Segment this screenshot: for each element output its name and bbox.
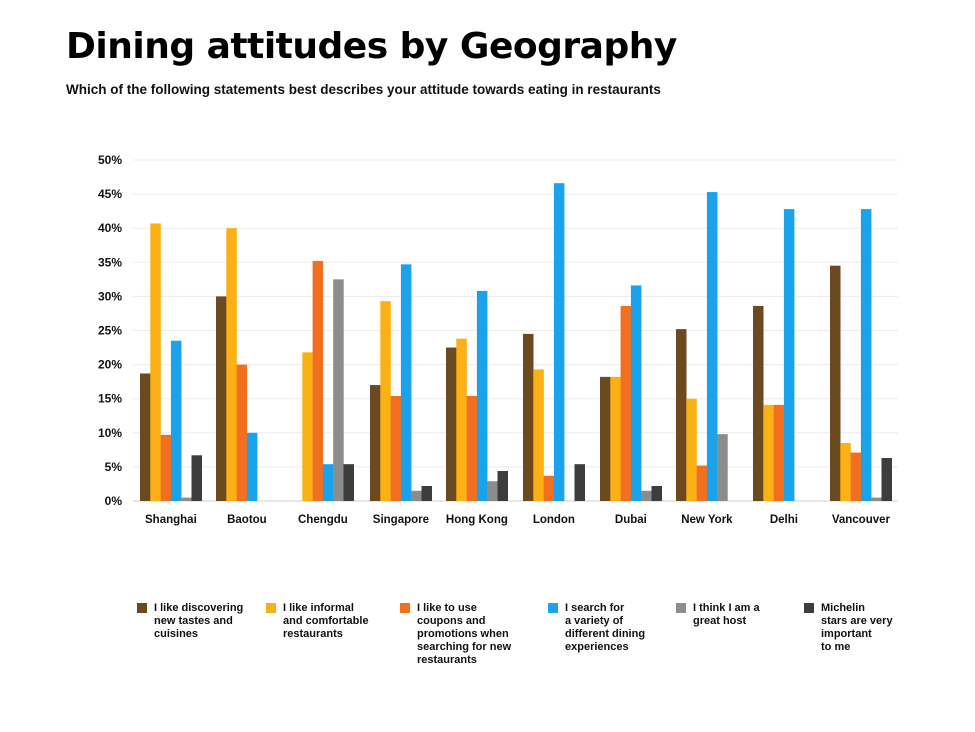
bar-hong-kong-s6 [497,470,508,501]
x-tick-label: Shanghai [145,514,197,526]
legend-swatch [676,603,686,613]
bar-vancouver-s2 [840,443,851,501]
bar-new-york-s3 [696,465,708,501]
x-tick-label: London [533,514,575,526]
y-tick-label: 15% [98,392,122,406]
y-tick-label: 50% [98,153,122,167]
legend-label: I search for a variety of different dini… [565,602,646,653]
bar-dubai-s1 [600,376,611,501]
bar-singapore-s2 [380,301,391,501]
bar-shanghai-s4 [170,340,182,501]
bar-hong-kong-s1 [446,347,457,501]
bar-chengdu-s4 [322,464,334,501]
bar-delhi-s2 [763,404,774,501]
y-tick-label: 40% [98,221,122,235]
bar-hong-kong-s2 [456,338,467,501]
y-tick-label: 20% [98,358,122,372]
chart-title: Dining attitudes by Geography [66,26,677,67]
bar-new-york-s2 [686,398,697,501]
bar-dubai-s6 [651,485,662,501]
bar-baotou-s3 [236,364,248,501]
bar-dubai-s3 [620,305,632,501]
y-tick-label: 35% [98,255,122,269]
bar-dubai-s5 [641,490,652,501]
chart-legend: I like discovering new tastes and cuisin… [0,602,975,682]
bar-shanghai-s3 [160,434,172,501]
bar-chengdu-s2 [302,352,313,501]
bar-baotou-s4 [246,432,258,501]
x-tick-label: Baotou [227,514,267,526]
y-tick-label: 45% [98,187,122,201]
bar-delhi-s1 [753,305,764,501]
x-tick-label: Delhi [770,514,798,526]
x-tick-label: Dubai [615,514,647,526]
bar-delhi-s3 [773,404,785,501]
legend-item: Michelin stars are very important to me [804,602,893,654]
chart-subtitle: Which of the following statements best d… [66,82,661,97]
legend-label: I like informal and comfortable restaura… [283,602,369,640]
legend-swatch [137,603,147,613]
bar-shanghai-s2 [150,223,161,501]
y-tick-label: 5% [105,460,123,474]
y-tick-label: 10% [98,426,122,440]
bar-dubai-s2 [610,376,621,501]
bar-singapore-s1 [370,385,381,501]
bar-chengdu-s3 [312,260,324,501]
legend-swatch [266,603,276,613]
bar-new-york-s1 [676,329,687,501]
bar-hong-kong-s4 [476,290,488,501]
legend-item: I like to use coupons and promotions whe… [400,602,511,667]
legend-label: I think I am a great host [693,602,760,627]
bar-shanghai-s5 [181,497,192,501]
bar-new-york-s5 [717,434,728,501]
legend-label: Michelin stars are very important to me [821,602,893,653]
x-tick-label: Singapore [373,514,429,526]
bar-vancouver-s6 [881,458,892,501]
bar-new-york-s4 [706,192,718,501]
bar-chengdu-s5 [333,279,344,501]
x-tick-label: Vancouver [832,514,891,526]
bar-dubai-s4 [630,285,642,501]
x-tick-label: Hong Kong [446,514,508,526]
bar-singapore-s4 [400,264,412,501]
y-tick-label: 0% [105,494,123,508]
bar-london-s6 [574,464,585,501]
legend-item: I like discovering new tastes and cuisin… [137,602,243,641]
bar-baotou-s1 [216,296,227,501]
bar-singapore-s5 [411,490,422,501]
bar-chengdu-s6 [343,464,354,501]
legend-item: I like informal and comfortable restaura… [266,602,369,641]
legend-item: I think I am a great host [676,602,760,628]
bar-baotou-s2 [226,228,237,501]
legend-label: I like discovering new tastes and cuisin… [154,602,244,640]
bar-london-s1 [523,333,534,501]
legend-swatch [400,603,410,613]
bar-london-s2 [533,369,544,501]
bar-hong-kong-s5 [487,481,498,501]
x-tick-label: Chengdu [298,514,348,526]
bar-chart: 0% 5% 10% 15% 20% 25% 30% 35% 40% 45% 50% Shanghai B… [98,153,898,526]
bar-delhi-s4 [783,209,795,501]
bar-singapore-s6 [421,485,432,501]
bar-vancouver-s4 [860,209,872,501]
bar-hong-kong-s3 [466,395,478,501]
legend-label: I like to use coupons and promotions whe… [417,602,512,666]
bar-shanghai-s1 [140,373,151,501]
bar-london-s4 [553,183,565,502]
bar-vancouver-s5 [871,497,882,501]
bar-singapore-s3 [390,395,402,501]
legend-swatch [548,603,558,613]
legend-item: I search for a variety of different dini… [548,602,645,654]
bar-vancouver-s3 [850,452,862,501]
bar-shanghai-s6 [191,455,202,501]
bar-vancouver-s1 [830,265,841,501]
y-tick-label: 25% [98,324,122,338]
bar-london-s3 [543,475,555,501]
legend-swatch [804,603,814,613]
x-tick-label: New York [681,514,733,526]
y-tick-label: 30% [98,289,122,303]
